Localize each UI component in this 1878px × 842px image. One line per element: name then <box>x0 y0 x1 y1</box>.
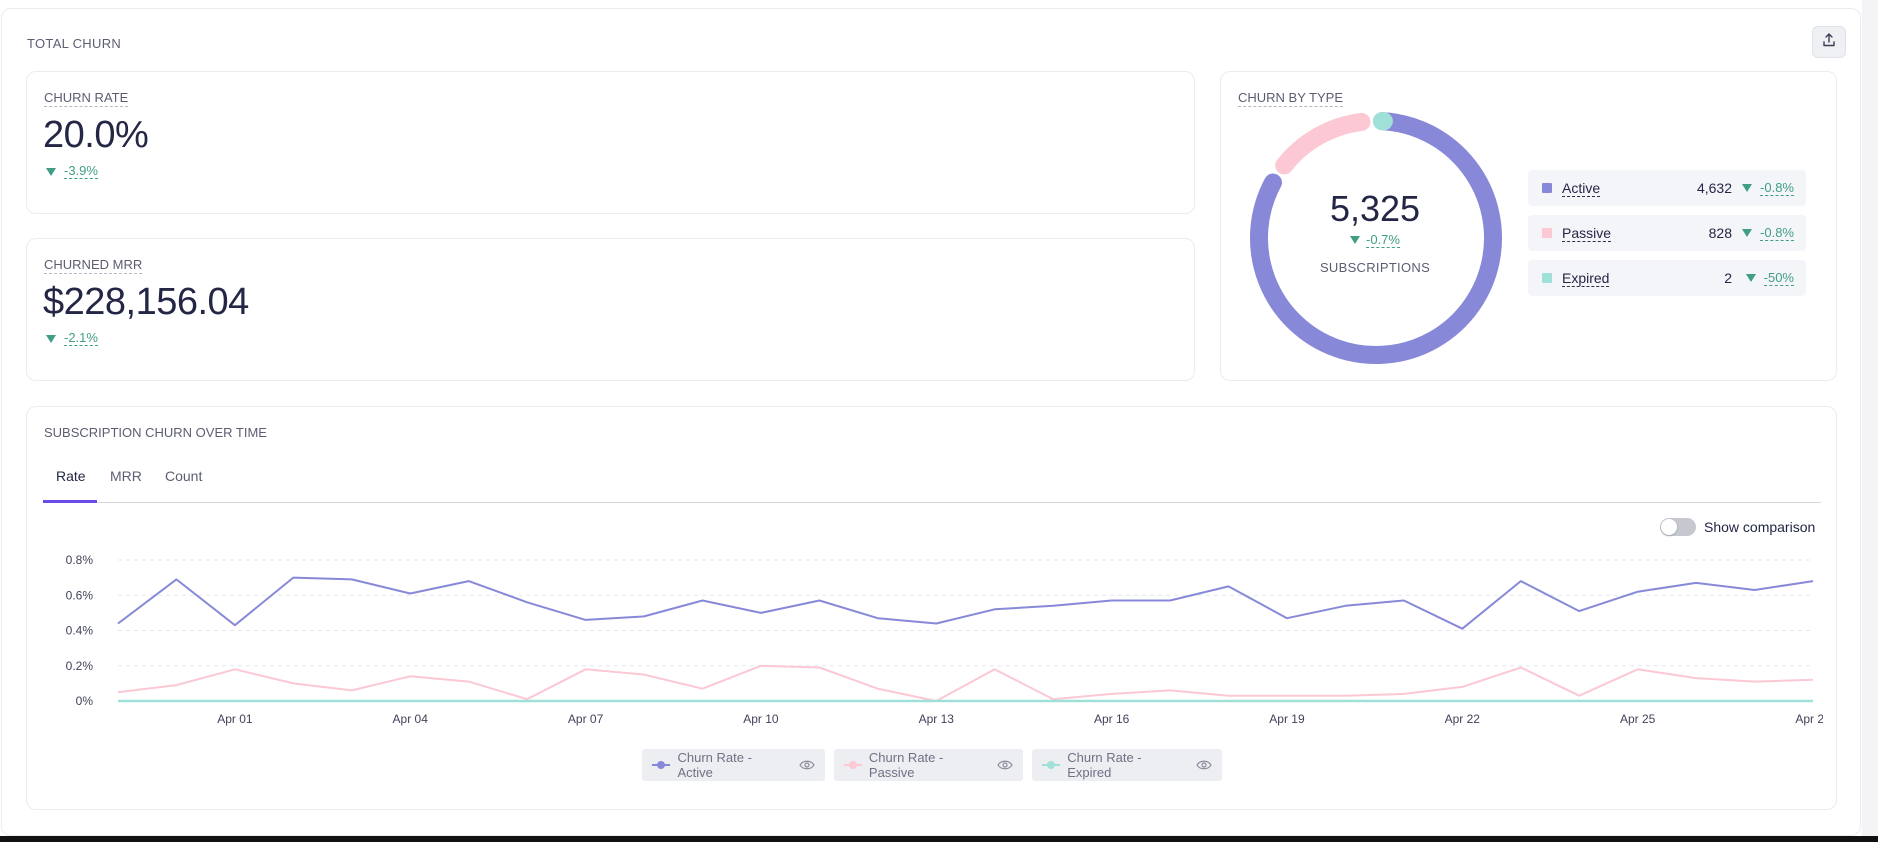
donut-total: 5,325 <box>1329 188 1421 229</box>
type-row-passive[interactable]: Passive 828 -0.8% <box>1528 215 1806 251</box>
donut-segment-active[interactable] <box>1250 112 1502 364</box>
type-name-expired[interactable]: Expired <box>1562 270 1610 287</box>
y-tick-label: 0.6% <box>66 588 94 602</box>
eye-icon[interactable] <box>799 759 815 771</box>
donut-center: 5,325 -0.7% SUBSCRIPTIONS <box>1275 188 1475 275</box>
type-delta-expired-value[interactable]: -50% <box>1763 270 1794 286</box>
metric-tabs: Rate MRR Count <box>43 460 1821 503</box>
over-time-title: SUBSCRIPTION CHURN OVER TIME <box>44 425 267 440</box>
eye-icon[interactable] <box>997 759 1013 771</box>
churned-mrr-value: $228,156.04 <box>43 281 249 323</box>
down-triangle-icon <box>1742 229 1753 237</box>
comparison-label[interactable]: Show comparison <box>1704 519 1816 535</box>
down-triangle-icon <box>1742 184 1753 192</box>
churned-mrr-label[interactable]: CHURNED MRR <box>44 257 143 274</box>
churned-mrr-delta: -2.1% <box>46 331 98 346</box>
churn-by-type-label[interactable]: CHURN BY TYPE <box>1238 90 1343 107</box>
type-count-expired: 2 <box>1724 270 1732 286</box>
comparison-toggle[interactable] <box>1660 518 1696 536</box>
x-tick-label: Apr 22 <box>1445 712 1481 726</box>
churn-by-type-donut <box>1250 112 1502 364</box>
expired-swatch <box>1542 273 1552 283</box>
x-tick-label: Apr 04 <box>393 712 429 726</box>
y-tick-label: 0.2% <box>66 659 94 673</box>
legend-item-passive[interactable]: Churn Rate - Passive <box>834 749 1023 781</box>
churn-rate-card: CHURN RATE 20.0% -3.9% <box>26 71 1195 214</box>
x-tick-label: Apr 25 <box>1620 712 1656 726</box>
down-triangle-icon <box>46 167 56 176</box>
churn-rate-delta-value[interactable]: -3.9% <box>64 163 98 179</box>
y-tick-label: 0.4% <box>66 624 94 638</box>
type-delta-expired: -50% <box>1745 270 1794 286</box>
upload-icon <box>1822 32 1836 52</box>
donut-total-label: SUBSCRIPTIONS <box>1319 260 1431 275</box>
eye-icon[interactable] <box>1196 759 1212 771</box>
x-tick-label: Apr 01 <box>217 712 253 726</box>
tab-rate[interactable]: Rate <box>56 468 86 484</box>
legend-label-active: Churn Rate - Active <box>677 750 752 780</box>
export-button[interactable] <box>1812 26 1846 58</box>
type-row-expired[interactable]: Expired 2 -50% <box>1528 260 1806 296</box>
churn-line-chart: 0.8% 0.6% 0.4% 0.2% 0% Apr 01 Apr 04 Apr 07 Apr … <box>66 553 1823 726</box>
y-tick-label: 0.8% <box>66 553 94 567</box>
churn-rate-label[interactable]: CHURN RATE <box>44 90 129 107</box>
type-delta-active: -0.8% <box>1742 180 1794 196</box>
type-row-active[interactable]: Active 4,632 -0.8% <box>1528 170 1806 206</box>
active-swatch <box>1542 183 1552 193</box>
type-name-active[interactable]: Active <box>1562 180 1601 197</box>
comparison-toggle-group: Show comparison <box>1660 518 1815 536</box>
type-count-passive: 828 <box>1708 225 1732 241</box>
churn-rate-value: 20.0% <box>43 114 149 156</box>
legend-item-expired[interactable]: Churn Rate - Expired <box>1032 749 1222 781</box>
churn-rate-delta: -3.9% <box>46 164 98 179</box>
donut-total-delta-value[interactable]: -0.7% <box>1366 232 1400 248</box>
active-tab-indicator <box>43 500 97 503</box>
type-delta-passive-value[interactable]: -0.8% <box>1760 225 1794 241</box>
churned-mrr-delta-value[interactable]: -2.1% <box>64 330 98 346</box>
legend-label-passive: Churn Rate - Passive <box>868 750 944 780</box>
tab-mrr[interactable]: MRR <box>110 468 142 484</box>
donut-total-delta: -0.7% <box>1275 232 1475 248</box>
type-count-active: 4,632 <box>1696 180 1732 196</box>
legend-item-active[interactable]: Churn Rate - Active <box>642 749 825 781</box>
page-bottom-edge <box>0 836 1878 842</box>
down-triangle-icon <box>1745 274 1756 282</box>
legend-marker-expired <box>1042 760 1060 770</box>
type-delta-active-value[interactable]: -0.8% <box>1760 180 1794 196</box>
churned-mrr-card: CHURNED MRR $228,156.04 -2.1% <box>26 238 1195 381</box>
type-delta-passive: -0.8% <box>1742 225 1794 241</box>
x-tick-label: Apr 10 <box>743 712 779 726</box>
x-tick-label: Apr 28 <box>1795 712 1823 726</box>
tab-count[interactable]: Count <box>165 468 203 484</box>
legend-marker-passive <box>844 760 862 770</box>
page-edge <box>1862 0 1878 842</box>
series-line-passive <box>117 664 1814 702</box>
page-title: TOTAL CHURN <box>27 36 122 51</box>
down-triangle-icon <box>1350 236 1361 244</box>
legend-label-expired: Churn Rate - Expired <box>1067 750 1142 780</box>
x-tick-label: Apr 13 <box>919 712 955 726</box>
x-tick-label: Apr 07 <box>568 712 604 726</box>
passive-swatch <box>1542 228 1552 238</box>
x-tick-label: Apr 16 <box>1094 712 1130 726</box>
y-tick-label: 0% <box>76 694 94 708</box>
x-tick-label: Apr 19 <box>1269 712 1305 726</box>
donut-segment-passive[interactable] <box>1275 112 1371 175</box>
churn-over-time-card: SUBSCRIPTION CHURN OVER TIME <box>26 406 1837 810</box>
series-line-active <box>117 576 1814 630</box>
type-name-passive[interactable]: Passive <box>1562 225 1612 242</box>
legend-marker-active <box>652 760 670 770</box>
down-triangle-icon <box>46 334 56 343</box>
toggle-knob <box>1661 519 1677 535</box>
